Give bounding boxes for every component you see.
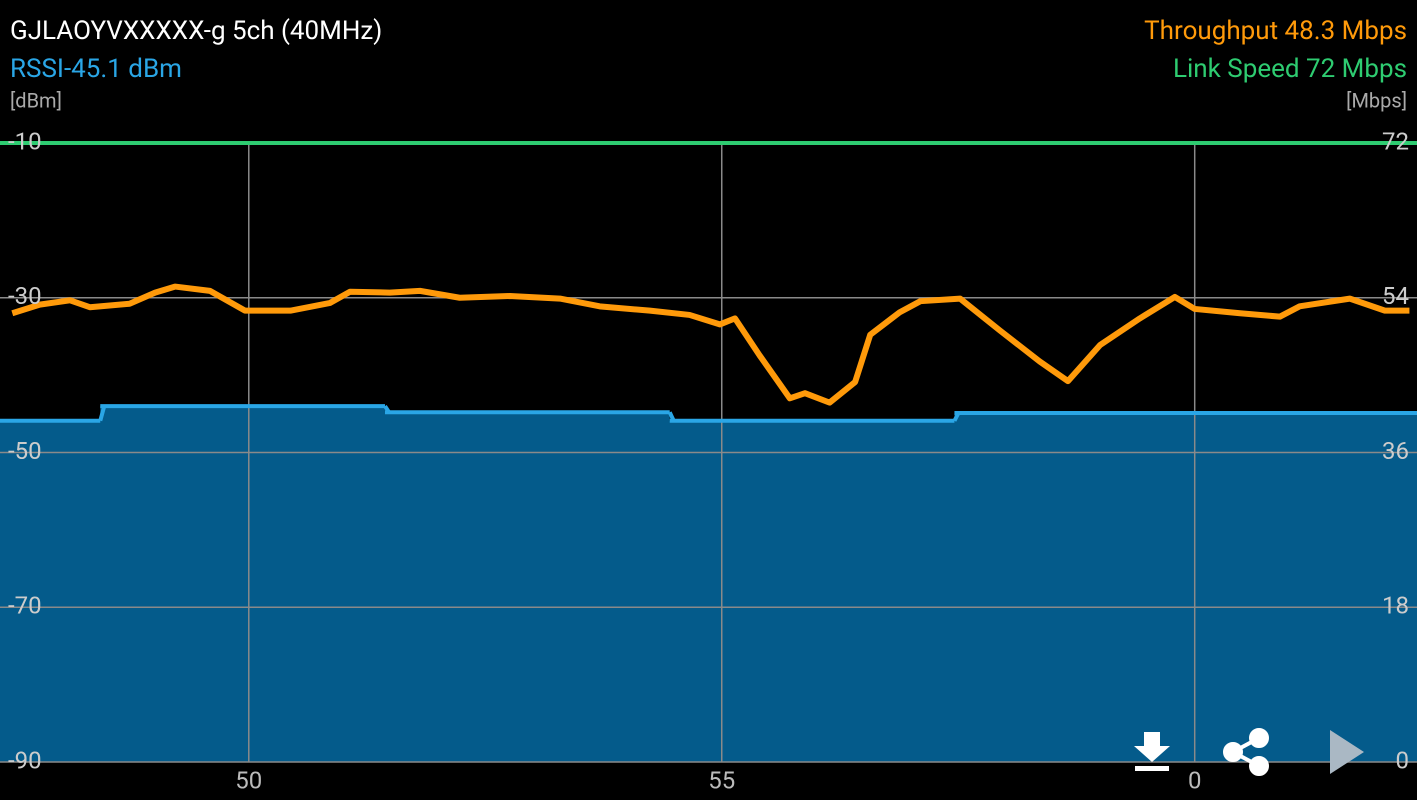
y-unit: [dBm] [10,88,62,112]
y-tick-label: -30 [8,282,42,310]
y2-tick-label: 72 [1382,127,1409,155]
y2-tick-label: 54 [1382,282,1409,310]
y-tick-label: -90 [8,746,42,774]
y2-tick-label: 36 [1382,437,1409,465]
y-tick-label: -50 [8,437,42,465]
link-speed-label: Link Speed 72 Mbps [1173,54,1407,84]
rssi-riser [98,405,107,422]
rssi-label: RSSI-45.1 dBm [10,54,182,84]
y2-tick-label: 0 [1396,746,1410,774]
x-tick-label: 50 [235,766,262,794]
y-tick-label: -10 [8,127,42,155]
save-button[interactable] [1134,732,1170,771]
x-tick-label: 0 [1188,766,1202,794]
play-button[interactable] [1330,730,1364,774]
throughput-label: Throughput 48.3 Mbps [1144,16,1407,46]
x-tick-label: 55 [708,766,735,794]
plot: -10 -30 -50 -70 -90 72 54 36 18 0 50 55 0 [0,127,1417,794]
share-button[interactable] [1223,728,1269,776]
rssi-area [0,406,1417,762]
y-tick-label: -70 [8,592,42,620]
throughput-line [11,283,1410,406]
chart-title: GJLAOYVXXXXX-g 5ch (40MHz) [10,16,382,46]
y2-unit: [Mbps] [1346,88,1407,112]
y2-tick-label: 18 [1382,592,1409,620]
